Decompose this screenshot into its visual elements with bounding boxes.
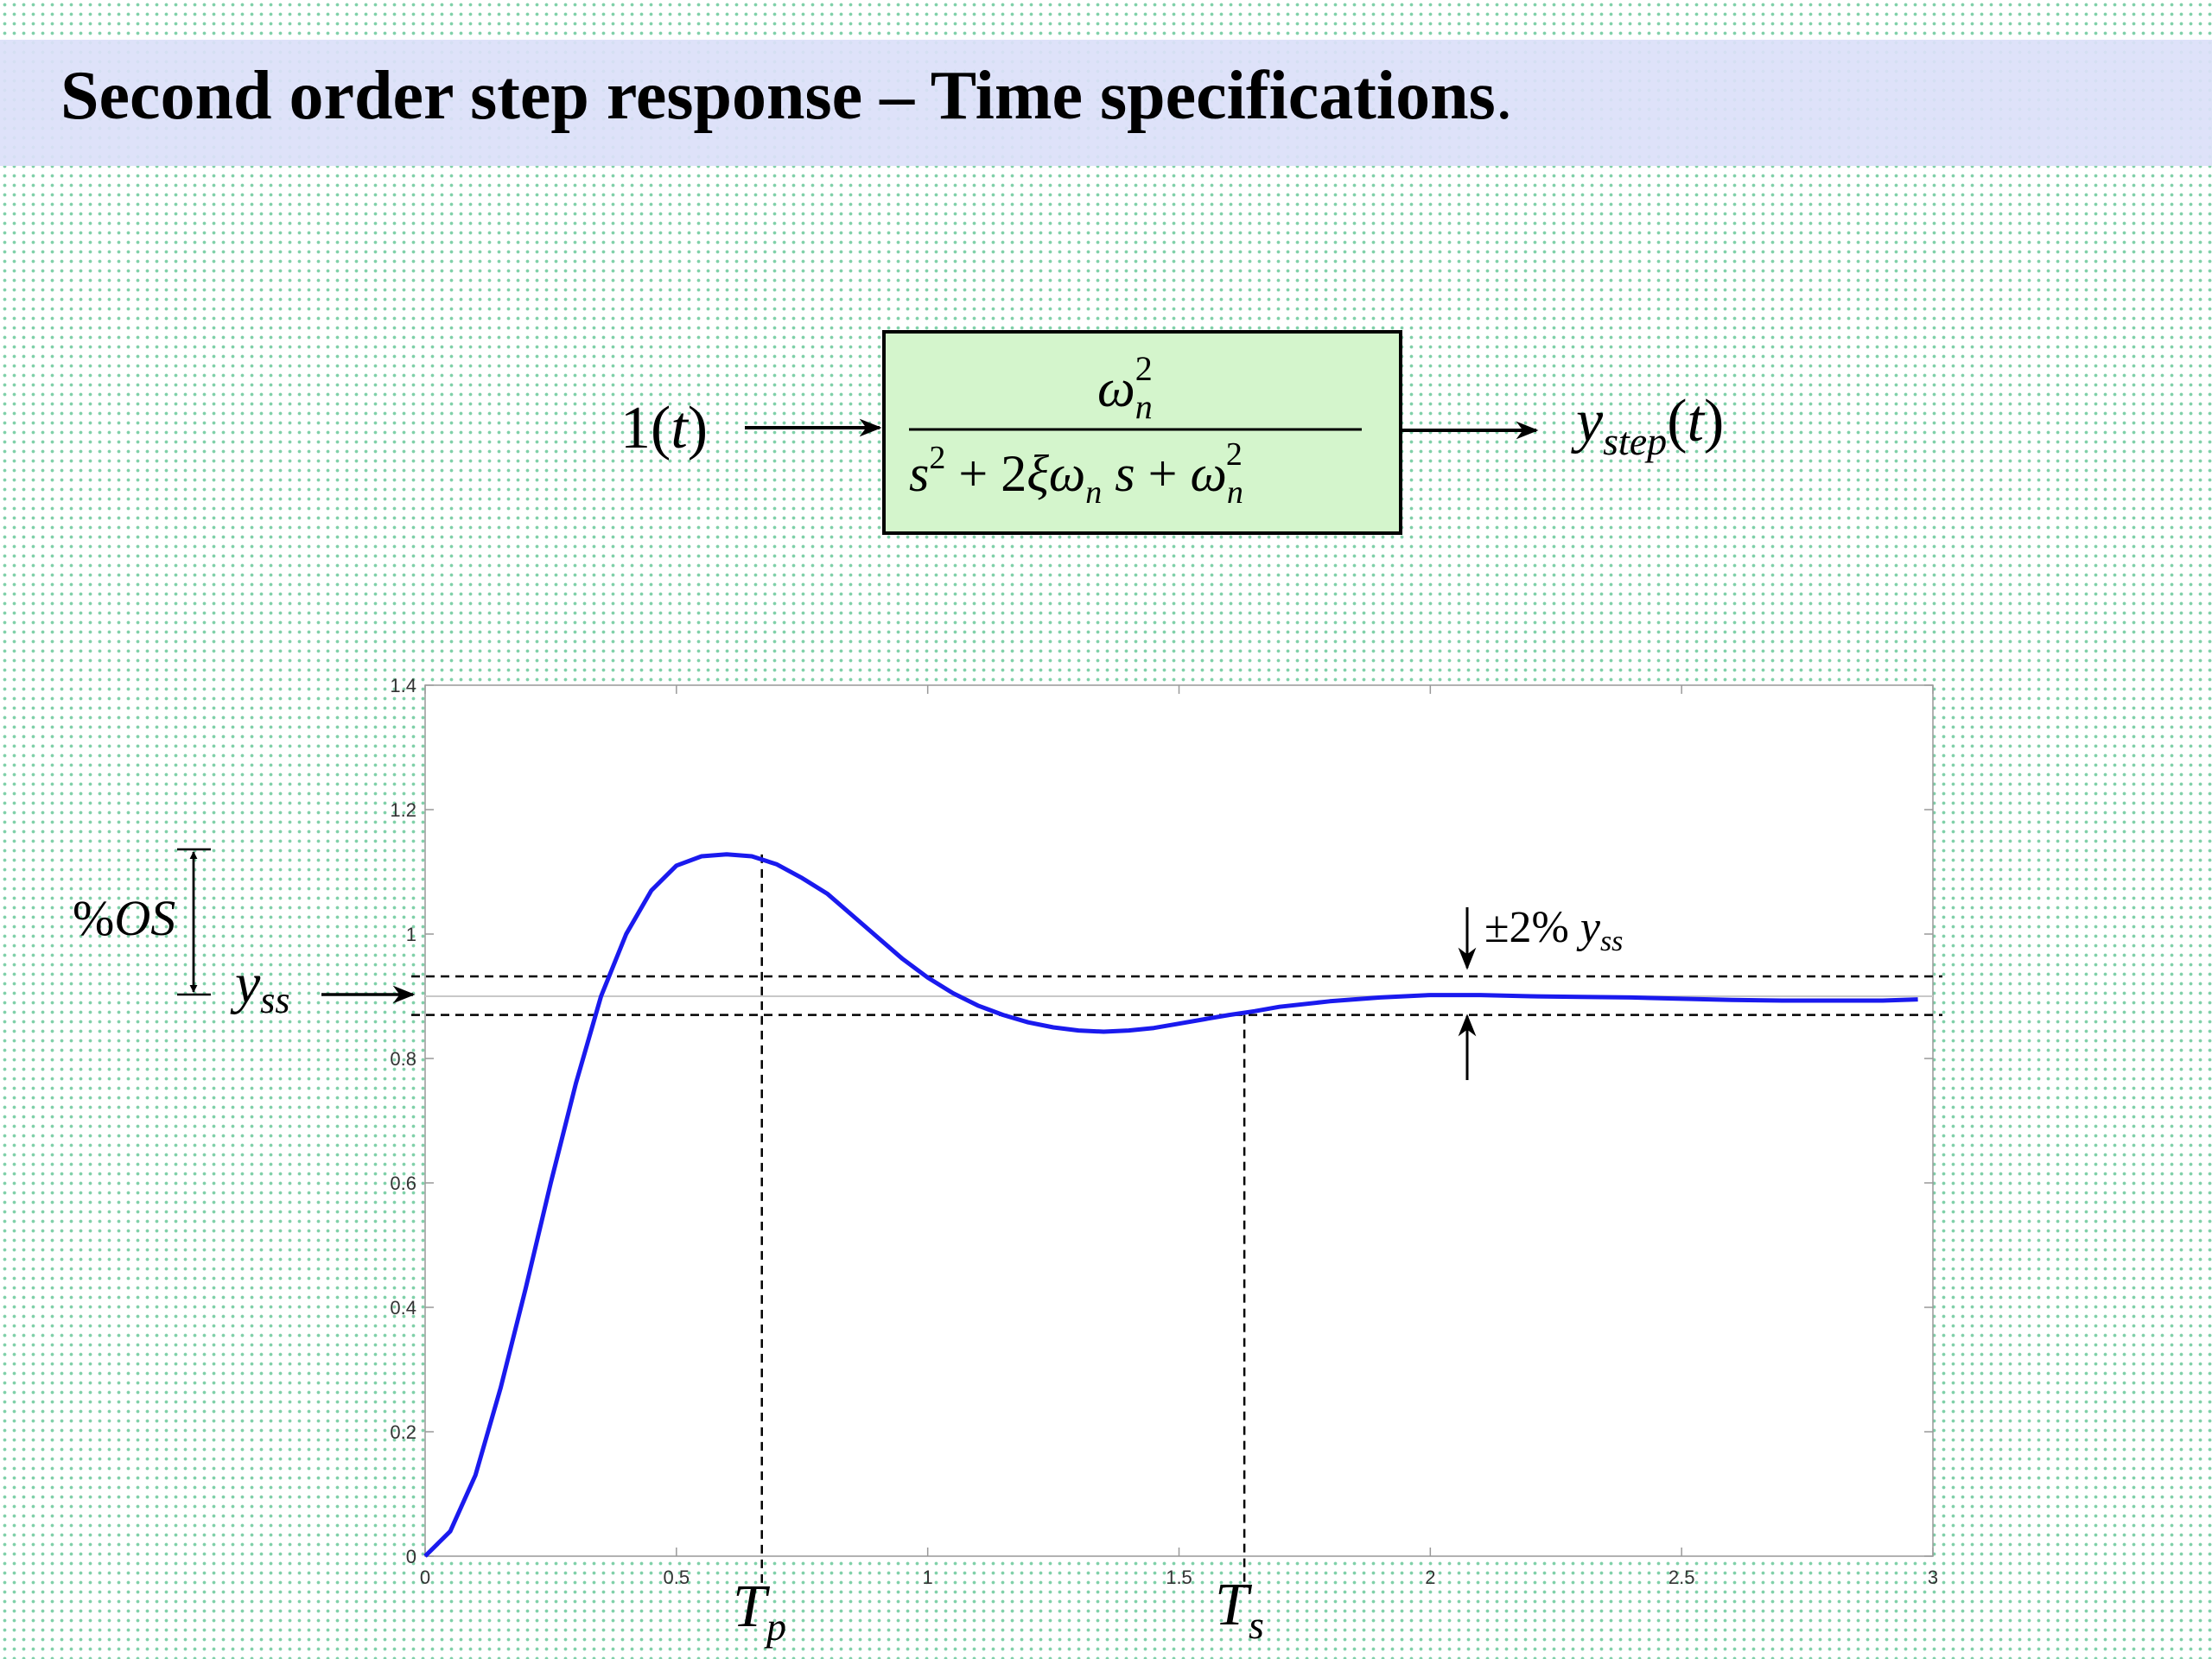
tolerance-label: ±2% yss	[1484, 903, 1623, 957]
step-response-chart: 0 0.5 1 1.5 2 2.5 3 0 0.2 0.4 0.6 0.8 1 1.2 1.4	[390, 675, 1942, 1588]
y-tick-label: 0.4	[390, 1297, 416, 1319]
annotations: %OS yss ±2% yss Tp Ts	[73, 848, 1623, 1649]
y-tick-label: 1.2	[390, 799, 416, 821]
slide-title-period: .	[1495, 58, 1513, 134]
axis-ticks: 0 0.5 1 1.5 2 2.5 3 0 0.2 0.4 0.6 0.8 1 1.2 1.4	[390, 675, 1938, 1588]
y-tick-label: 0	[406, 1546, 416, 1567]
x-tick-label: 0	[420, 1567, 430, 1588]
title-band	[0, 40, 2212, 166]
input-signal-label: 1(t)	[620, 395, 708, 461]
output-signal-label: ystep(t)	[1571, 388, 1724, 463]
x-tick-label: 1	[923, 1567, 933, 1588]
peak-time-label: Tp	[733, 1573, 786, 1649]
x-tick-label: 3	[1928, 1567, 1938, 1588]
steady-state-label: yss	[230, 952, 290, 1021]
tf-denominator: s2 + 2ξωn s + ωn2	[909, 436, 1243, 511]
y-tick-label: 1	[406, 924, 416, 945]
overshoot-label: %OS	[73, 890, 175, 946]
x-tick-label: 0.5	[664, 1567, 690, 1588]
block-diagram: 1(t) ωn2 s2 + 2ξωn s + ωn2 ystep(t)	[620, 330, 1724, 535]
step-response-curve	[423, 852, 1918, 1558]
tf-numerator: ωn2	[1097, 349, 1153, 426]
y-tick-label: 0.2	[390, 1421, 416, 1443]
slide-title-text: Second order step response – Time specif…	[60, 58, 1496, 134]
transfer-function-block	[882, 330, 1402, 535]
x-tick-label: 2	[1425, 1567, 1435, 1588]
slide-title: Second order step response – Time specif…	[60, 57, 1513, 136]
plot-area	[424, 684, 1934, 1557]
y-tick-label: 1.4	[390, 675, 416, 696]
settling-time-label: Ts	[1215, 1572, 1264, 1647]
y-tick-label: 0.8	[390, 1048, 416, 1070]
y-tick-label: 0.6	[390, 1173, 416, 1194]
x-tick-label: 1.5	[1166, 1567, 1192, 1588]
x-tick-label: 2.5	[1669, 1567, 1695, 1588]
reference-lines	[411, 854, 1942, 1588]
